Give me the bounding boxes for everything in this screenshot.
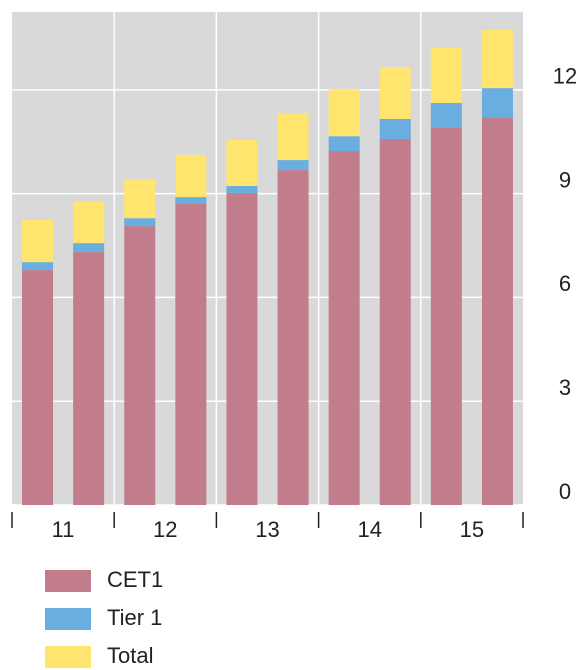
y-tick-label: 6 (559, 271, 571, 296)
bar-segment (73, 201, 105, 244)
legend-label: Total (107, 643, 153, 668)
bar-segment (124, 218, 156, 227)
bar-segment (379, 118, 411, 139)
y-tick-label: 9 (559, 167, 571, 192)
bar-segment (22, 270, 54, 505)
legend-swatch (45, 570, 91, 592)
x-tick-label: 12 (153, 517, 177, 542)
x-tick-label: 11 (52, 517, 75, 542)
bar-segment (277, 160, 309, 171)
bar-segment (277, 170, 309, 506)
y-tick-label: 3 (559, 375, 571, 400)
bar-segment (481, 29, 513, 89)
bar-segment (328, 136, 360, 152)
x-tick-label: 15 (460, 517, 484, 542)
y-tick-label: 0 (559, 479, 571, 504)
bar-segment (175, 204, 207, 505)
bar-segment (226, 140, 258, 187)
bar-segment (277, 113, 309, 161)
bar-segment (328, 89, 360, 137)
legend-swatch (45, 608, 91, 630)
bar-segment (124, 179, 156, 219)
bar-segment (73, 243, 105, 253)
legend-label: Tier 1 (107, 605, 162, 630)
bar-segment (124, 226, 156, 505)
bar-segment (379, 67, 411, 119)
bar-segment (328, 151, 360, 506)
legend-swatch (45, 646, 91, 668)
bar-segment (22, 262, 54, 271)
bar-segment (481, 88, 513, 118)
bar-segment (430, 102, 462, 128)
bar-segment (379, 138, 411, 505)
x-tick-label: 14 (357, 517, 381, 542)
bar-segment (22, 219, 54, 263)
bar-segment (226, 192, 258, 506)
bar-segment (175, 197, 207, 205)
bar-segment (430, 47, 462, 103)
bar-segment (226, 186, 258, 193)
legend-label: CET1 (107, 567, 163, 592)
bar-segment (481, 117, 513, 505)
bar-segment (73, 252, 105, 505)
bar-segment (175, 154, 207, 198)
x-tick-label: 13 (255, 517, 279, 542)
bar-segment (430, 127, 462, 505)
y-tick-label: 12 (553, 64, 576, 89)
